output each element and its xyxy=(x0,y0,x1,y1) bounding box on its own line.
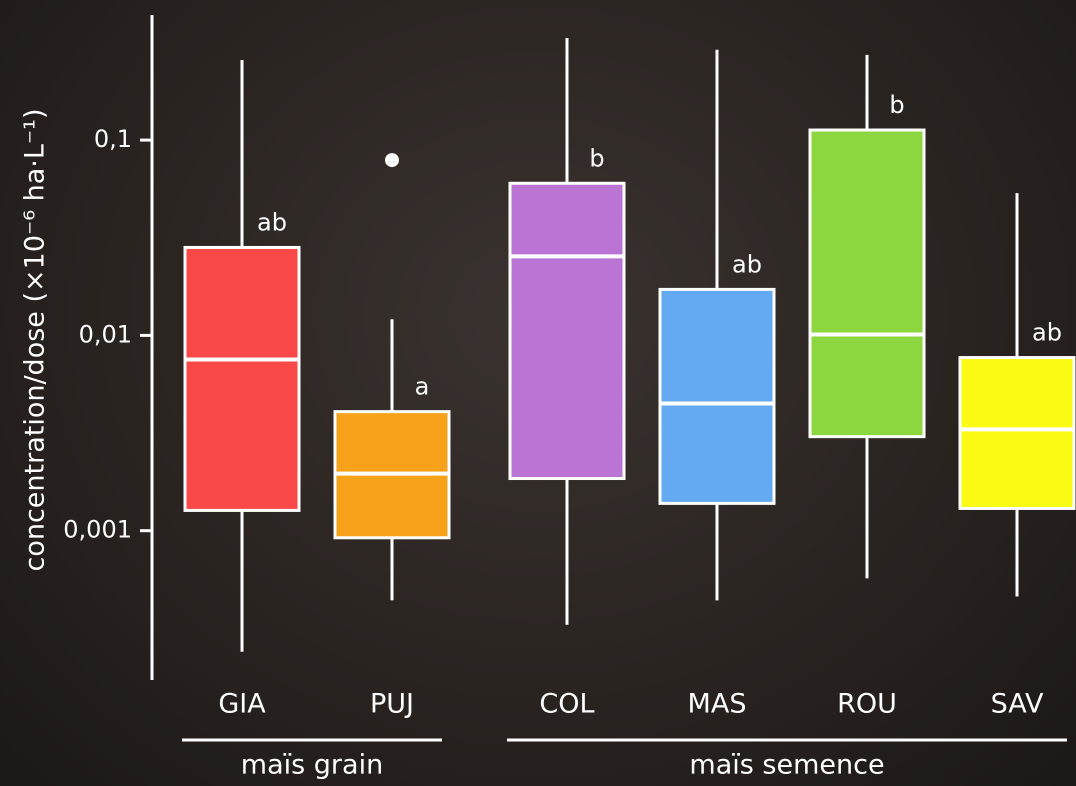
box xyxy=(658,287,776,505)
box xyxy=(183,245,301,512)
significance-letter: ab xyxy=(257,208,287,236)
y-tick-label: 0,1 xyxy=(94,125,132,153)
x-tick-label: ROU xyxy=(837,689,897,720)
x-tick-label: COL xyxy=(539,689,594,720)
x-tick-label: GIA xyxy=(218,689,266,720)
box xyxy=(508,181,626,481)
significance-letter: b xyxy=(889,91,904,119)
x-tick-label: MAS xyxy=(688,689,747,720)
x-tick-label: SAV xyxy=(991,689,1044,720)
significance-letter: a xyxy=(415,373,430,401)
group-label: maïs grain xyxy=(241,750,383,781)
x-tick-label: PUJ xyxy=(370,689,414,720)
box xyxy=(958,356,1076,510)
significance-letter: ab xyxy=(732,250,762,278)
y-axis-label: concentration/dose (×10⁻⁶ ha·L⁻¹) xyxy=(20,108,51,571)
y-tick-label: 0,001 xyxy=(63,516,132,544)
significance-letter: ab xyxy=(1032,319,1062,347)
group-label: maïs semence xyxy=(689,750,884,781)
y-tick-label: 0,01 xyxy=(79,320,132,348)
outlier xyxy=(385,153,399,168)
significance-letter: b xyxy=(589,144,604,172)
box xyxy=(808,128,926,439)
